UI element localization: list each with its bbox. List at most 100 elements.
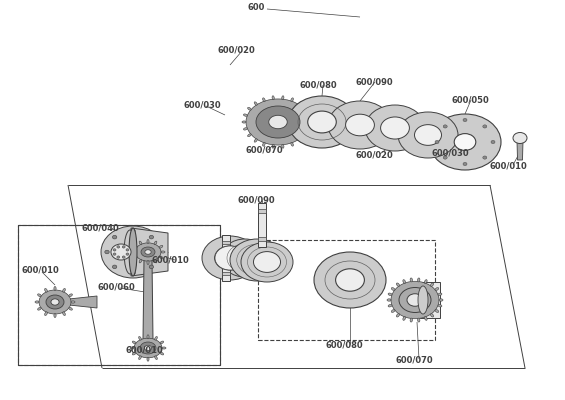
Ellipse shape	[160, 341, 164, 344]
Ellipse shape	[132, 341, 136, 344]
Ellipse shape	[113, 249, 116, 251]
Ellipse shape	[143, 248, 153, 256]
Ellipse shape	[435, 310, 438, 312]
Ellipse shape	[139, 259, 142, 263]
Polygon shape	[131, 228, 168, 276]
Ellipse shape	[399, 288, 431, 312]
Ellipse shape	[112, 265, 117, 269]
Ellipse shape	[438, 293, 442, 296]
Ellipse shape	[424, 280, 427, 284]
Ellipse shape	[336, 269, 364, 291]
Bar	[258, 240, 435, 340]
Ellipse shape	[305, 107, 308, 110]
Ellipse shape	[215, 246, 245, 270]
Ellipse shape	[131, 251, 135, 253]
Ellipse shape	[288, 96, 356, 148]
Ellipse shape	[243, 249, 271, 271]
Ellipse shape	[438, 304, 442, 307]
Ellipse shape	[221, 239, 269, 277]
Ellipse shape	[254, 252, 280, 272]
Text: 600/010: 600/010	[152, 256, 190, 264]
Ellipse shape	[263, 142, 265, 146]
Ellipse shape	[291, 142, 293, 146]
Ellipse shape	[135, 243, 161, 261]
Ellipse shape	[388, 293, 392, 296]
Ellipse shape	[282, 96, 284, 100]
Ellipse shape	[244, 128, 247, 130]
Ellipse shape	[132, 352, 136, 355]
Text: 600/030: 600/030	[183, 100, 220, 110]
Ellipse shape	[131, 271, 135, 275]
Ellipse shape	[71, 301, 75, 303]
Ellipse shape	[454, 134, 476, 150]
Ellipse shape	[244, 114, 247, 116]
Ellipse shape	[130, 347, 134, 349]
Ellipse shape	[147, 357, 149, 361]
Ellipse shape	[124, 230, 136, 274]
Ellipse shape	[69, 294, 72, 297]
Ellipse shape	[122, 246, 125, 248]
Ellipse shape	[388, 304, 392, 307]
Ellipse shape	[269, 115, 287, 129]
Ellipse shape	[154, 259, 157, 263]
Ellipse shape	[246, 99, 310, 145]
Bar	[222, 235, 230, 281]
Ellipse shape	[410, 318, 412, 322]
Ellipse shape	[45, 312, 47, 316]
Ellipse shape	[431, 314, 433, 317]
Ellipse shape	[159, 256, 163, 259]
Text: 600/010: 600/010	[125, 346, 163, 354]
Text: 600/010: 600/010	[22, 266, 60, 274]
Text: 600/080: 600/080	[300, 80, 338, 90]
Ellipse shape	[155, 356, 157, 360]
Ellipse shape	[299, 139, 302, 142]
Ellipse shape	[126, 246, 140, 258]
Ellipse shape	[154, 241, 157, 245]
Bar	[222, 272, 230, 275]
Ellipse shape	[256, 106, 300, 138]
Ellipse shape	[254, 102, 257, 105]
Ellipse shape	[483, 125, 487, 128]
Ellipse shape	[314, 252, 386, 308]
Ellipse shape	[149, 235, 154, 239]
Bar	[222, 241, 230, 244]
Ellipse shape	[429, 114, 501, 170]
Ellipse shape	[415, 125, 441, 145]
Ellipse shape	[35, 301, 39, 303]
Text: 600/060: 600/060	[98, 282, 136, 292]
Ellipse shape	[483, 156, 487, 159]
Ellipse shape	[463, 162, 467, 166]
Ellipse shape	[133, 245, 137, 248]
Ellipse shape	[113, 253, 116, 255]
Ellipse shape	[126, 253, 129, 255]
Text: 600/010: 600/010	[490, 162, 528, 170]
Ellipse shape	[435, 140, 439, 144]
Bar	[258, 203, 266, 247]
Ellipse shape	[147, 335, 149, 339]
Ellipse shape	[299, 102, 302, 105]
Text: 600/080: 600/080	[326, 340, 364, 350]
Bar	[258, 237, 266, 241]
Ellipse shape	[418, 286, 428, 314]
Text: 600/070: 600/070	[246, 146, 284, 154]
Ellipse shape	[424, 316, 427, 320]
Ellipse shape	[407, 294, 423, 306]
Ellipse shape	[272, 96, 274, 100]
Ellipse shape	[112, 235, 117, 239]
Ellipse shape	[143, 344, 153, 352]
Ellipse shape	[272, 144, 274, 148]
Bar	[420, 282, 440, 318]
Ellipse shape	[403, 280, 406, 284]
Polygon shape	[69, 296, 97, 308]
Text: 600/090: 600/090	[355, 78, 393, 86]
Ellipse shape	[138, 356, 141, 360]
Bar	[18, 225, 220, 365]
Ellipse shape	[147, 240, 149, 244]
Ellipse shape	[365, 105, 425, 151]
Ellipse shape	[418, 278, 420, 282]
Ellipse shape	[410, 278, 412, 282]
Ellipse shape	[241, 242, 293, 282]
Ellipse shape	[141, 247, 155, 257]
Ellipse shape	[140, 342, 156, 354]
Ellipse shape	[230, 239, 284, 281]
